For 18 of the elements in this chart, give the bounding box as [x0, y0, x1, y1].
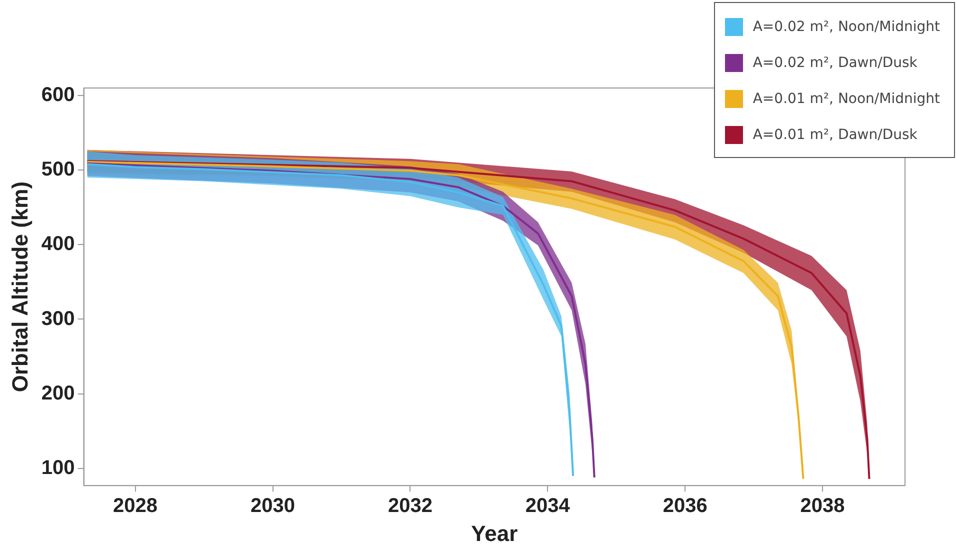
x-tick-label: 2028 [113, 495, 158, 518]
x-tick-label: 2034 [525, 495, 571, 518]
y-tick-label: 600 [41, 84, 75, 106]
x-tick-label: 2036 [662, 495, 708, 518]
y-axis-title: Orbital Altitude (km) [7, 181, 32, 392]
x-tick-label: 2030 [250, 495, 296, 518]
legend-label: A=0.02 m², Noon/Midnight [752, 19, 940, 35]
y-tick-label: 400 [41, 233, 75, 256]
x-axis-title: Year [471, 520, 518, 546]
legend-label: A=0.01 m², Dawn/Dusk [752, 127, 918, 143]
legend-label: A=0.01 m², Noon/Midnight [752, 91, 940, 107]
legend-label: A=0.02 m², Dawn/Dusk [752, 55, 918, 71]
y-tick-label: 200 [41, 382, 75, 404]
x-tick-label: 2038 [800, 495, 845, 518]
y-tick-label: 300 [41, 308, 75, 330]
x-tick-label: 2032 [388, 495, 432, 518]
y-tick-label: 100 [41, 456, 75, 479]
y-tick-label: 500 [41, 158, 75, 181]
